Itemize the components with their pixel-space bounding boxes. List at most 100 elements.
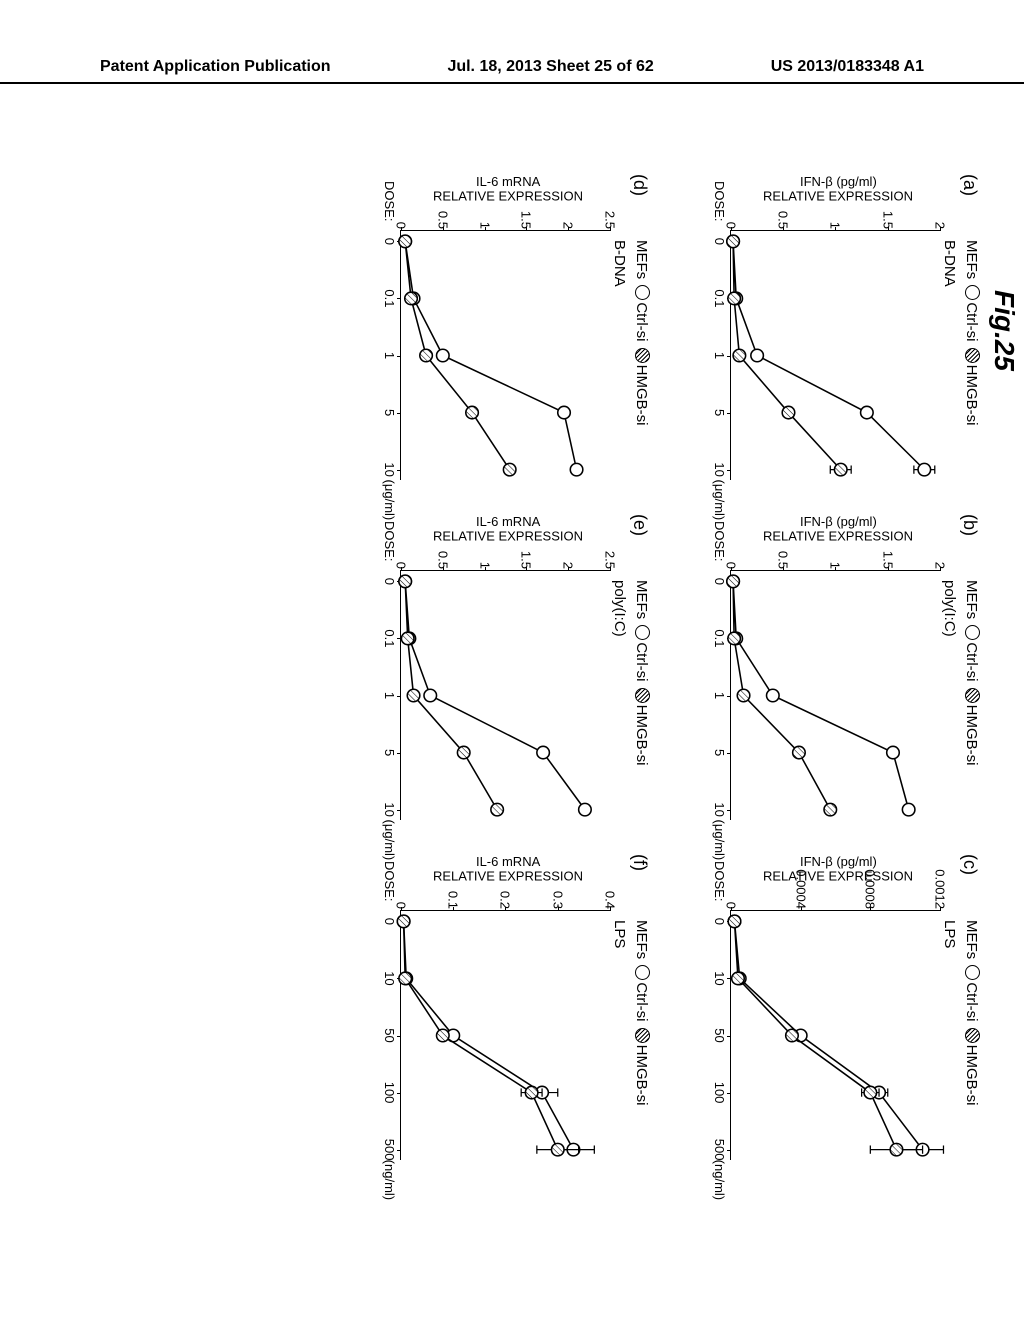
chart-area-f: 00.10.20.30.4DOSE:01050100500(ng/ml) (400, 910, 610, 1160)
panel-label-e: (e) (629, 514, 650, 536)
ytick: 0.0004 (793, 869, 808, 909)
panel-legend-c: MEFs Ctrl-si HMGB-si (963, 920, 980, 1106)
panel-label-d: (d) (629, 174, 650, 196)
ylabel-c: IFN-β (pg/ml)RELATIVE EXPRESSION (726, 844, 950, 894)
xtick: 0 (712, 238, 727, 245)
ctrl-marker-icon (965, 625, 980, 640)
ytick: 0.0008 (863, 869, 878, 909)
chart-area-a: 00.511.52DOSE:00.11510(μg/ml) (730, 230, 940, 480)
figure-content: Fig.25 (a)MEFs Ctrl-si HMGB-siB-DNAIFN-β… (20, 290, 1020, 1050)
plot-svg-a (731, 231, 940, 480)
x-units: (ng/ml) (712, 1160, 727, 1200)
figure-title: Fig.25 (988, 290, 1020, 1050)
xtick: 0 (382, 238, 397, 245)
panel-label-f: (f) (629, 854, 650, 871)
hmgb-marker-icon (635, 1028, 650, 1043)
xtick: 100 (382, 1082, 397, 1104)
ylabel-d: IL-6 mRNARELATIVE EXPRESSION (396, 164, 620, 214)
dose-label: DOSE: (382, 181, 397, 221)
xtick: 0 (382, 578, 397, 585)
ctrl-marker-icon (635, 625, 650, 640)
dose-label: DOSE: (712, 861, 727, 901)
panel-b: (b)MEFs Ctrl-si HMGB-sipoly(I:C)IFN-β (p… (670, 510, 980, 830)
stimulus-label-b: poly(I:C) (941, 580, 958, 637)
panel-legend-b: MEFs Ctrl-si HMGB-si (963, 580, 980, 766)
xtick: 0 (382, 918, 397, 925)
hmgb-marker-icon (635, 348, 650, 363)
xtick: 100 (712, 1082, 727, 1104)
x-units: (ng/ml) (382, 1160, 397, 1200)
stimulus-label-c: LPS (941, 920, 958, 948)
xtick: 5 (712, 749, 727, 756)
chart-area-e: 00.511.522.5DOSE:00.11510(μg/ml) (400, 570, 610, 820)
xtick: 1 (382, 692, 397, 699)
page-header: Patent Application Publication Jul. 18, … (0, 58, 1024, 84)
panel-label-b: (b) (959, 514, 980, 536)
header-left: Patent Application Publication (100, 58, 331, 76)
panel-legend-f: MEFs Ctrl-si HMGB-si (633, 920, 650, 1106)
panel-f: (f)MEFs Ctrl-si HMGB-siLPSIL-6 mRNARELAT… (340, 850, 650, 1170)
xtick: 5 (712, 409, 727, 416)
xtick: 5 (382, 749, 397, 756)
xtick: 50 (382, 1028, 397, 1042)
dose-label: DOSE: (712, 521, 727, 561)
plot-svg-d (401, 231, 610, 480)
xtick: 0.1 (712, 289, 727, 307)
plot-svg-e (401, 571, 610, 820)
chart-area-b: 00.511.52DOSE:00.11510(μg/ml) (730, 570, 940, 820)
panel-label-a: (a) (959, 174, 980, 196)
xtick: 500 (712, 1139, 727, 1161)
xtick: 10 (712, 971, 727, 985)
xtick: 1 (712, 692, 727, 699)
stimulus-label-f: LPS (611, 920, 628, 948)
ylabel-f: IL-6 mRNARELATIVE EXPRESSION (396, 844, 620, 894)
xtick: 0.1 (712, 629, 727, 647)
stimulus-label-e: poly(I:C) (611, 580, 628, 637)
dose-label: DOSE: (382, 521, 397, 561)
panel-a: (a)MEFs Ctrl-si HMGB-siB-DNAIFN-β (pg/ml… (670, 170, 980, 490)
xtick: 50 (712, 1028, 727, 1042)
ylabel-e: IL-6 mRNARELATIVE EXPRESSION (396, 504, 620, 554)
hmgb-marker-icon (965, 1028, 980, 1043)
ylabel-a: IFN-β (pg/ml)RELATIVE EXPRESSION (726, 164, 950, 214)
chart-area-d: 00.511.522.5DOSE:00.11510(μg/ml) (400, 230, 610, 480)
xtick: 5 (382, 409, 397, 416)
panel-c: (c)MEFs Ctrl-si HMGB-siLPSIFN-β (pg/ml)R… (670, 850, 980, 1170)
plot-svg-f (401, 911, 610, 1160)
header-center: Jul. 18, 2013 Sheet 25 of 62 (447, 58, 653, 76)
xtick: 10 (382, 971, 397, 985)
ctrl-marker-icon (965, 285, 980, 300)
xtick: 10 (382, 802, 397, 816)
header-right: US 2013/0183348 A1 (771, 58, 924, 76)
xtick: 10 (382, 462, 397, 476)
dose-label: DOSE: (712, 181, 727, 221)
xtick: 0 (712, 918, 727, 925)
dose-label: DOSE: (382, 861, 397, 901)
xtick: 0.1 (382, 629, 397, 647)
panel-d: (d)MEFs Ctrl-si HMGB-siB-DNAIL-6 mRNAREL… (340, 170, 650, 490)
ylabel-b: IFN-β (pg/ml)RELATIVE EXPRESSION (726, 504, 950, 554)
panel-legend-d: MEFs Ctrl-si HMGB-si (633, 240, 650, 426)
plot-svg-b (731, 571, 940, 820)
stimulus-label-d: B-DNA (611, 240, 628, 287)
ctrl-marker-icon (635, 965, 650, 980)
ctrl-marker-icon (635, 285, 650, 300)
panel-grid: (a) MEFs Ctrl-si HMGB-si B-DNA IFN-β (pg/ml… (340, 170, 980, 1170)
stimulus-label-a: B-DNA (941, 240, 958, 287)
chart-area-c: 00.00040.00080.0012DOSE:01050100500(ng/m… (730, 910, 940, 1160)
ytick: 0.0012 (933, 869, 948, 909)
hmgb-marker-icon (965, 688, 980, 703)
xtick: 500 (382, 1139, 397, 1161)
panel-legend-e: MEFs Ctrl-si HMGB-si (633, 580, 650, 766)
plot-svg-c (731, 911, 940, 1160)
xtick: 1 (382, 352, 397, 359)
hmgb-marker-icon (635, 688, 650, 703)
ctrl-marker-icon (965, 965, 980, 980)
xtick: 0 (712, 578, 727, 585)
hmgb-marker-icon (965, 348, 980, 363)
panel-label-c: (c) (959, 854, 980, 875)
panel-e: (e)MEFs Ctrl-si HMGB-sipoly(I:C)IL-6 mRN… (340, 510, 650, 830)
panel-legend-a: MEFs Ctrl-si HMGB-si (963, 240, 980, 426)
xtick: 1 (712, 352, 727, 359)
xtick: 10 (712, 462, 727, 476)
